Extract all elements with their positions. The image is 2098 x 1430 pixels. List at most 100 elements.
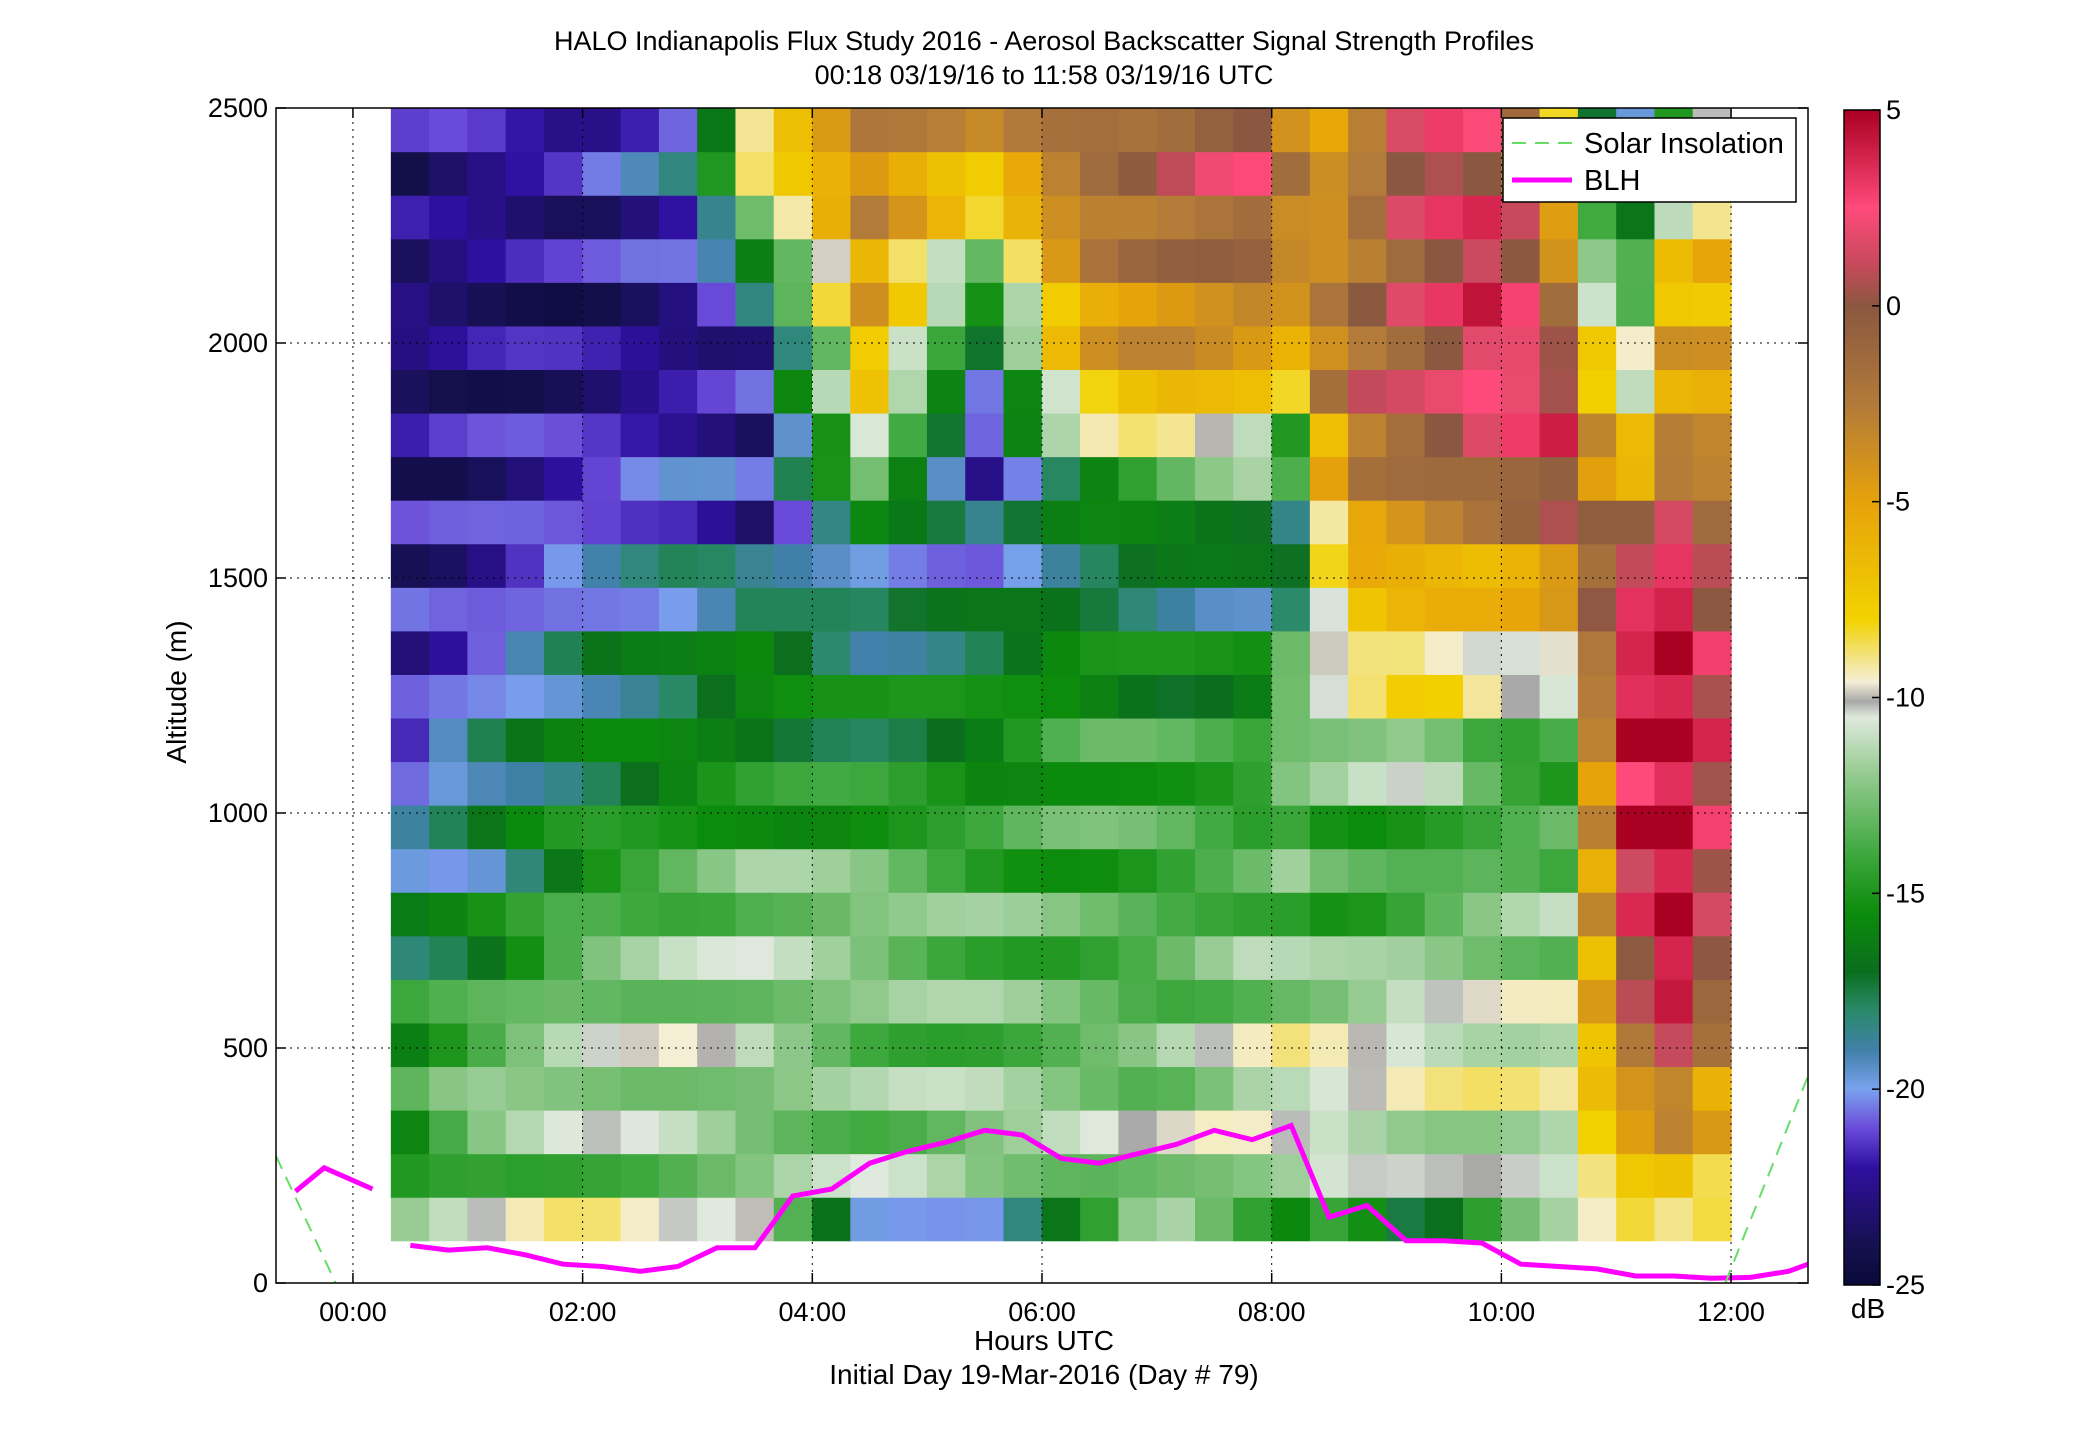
heatmap-cell [467, 674, 507, 719]
heatmap-cell [812, 108, 851, 153]
heatmap-cell [1424, 805, 1464, 850]
heatmap-cell [926, 979, 966, 1024]
heatmap-cell [1386, 195, 1426, 240]
heatmap-cell [467, 1153, 507, 1198]
heatmap-cell [1194, 1197, 1234, 1242]
heatmap-cell [1118, 761, 1158, 806]
heatmap-cell [888, 761, 928, 806]
heatmap-cell [697, 195, 737, 240]
heatmap-cell [1616, 979, 1656, 1024]
heatmap-cell [1692, 1153, 1732, 1198]
heatmap-cell [1194, 456, 1234, 501]
heatmap-cell [1156, 848, 1196, 893]
heatmap-cell [850, 195, 890, 240]
heatmap-cell [1577, 543, 1617, 588]
heatmap-cell [812, 761, 851, 806]
heatmap-cell [1233, 282, 1273, 327]
y-tick-label: 0 [253, 1268, 268, 1298]
heatmap-cell [1041, 369, 1081, 414]
heatmap-cell [658, 238, 698, 283]
heatmap-cell [735, 369, 775, 414]
heatmap-cell [1654, 761, 1694, 806]
heatmap-cell [888, 935, 928, 980]
heatmap-cell [1118, 630, 1158, 675]
heatmap-cell [1118, 195, 1158, 240]
heatmap-cell [544, 587, 583, 632]
heatmap-cell [1309, 1022, 1349, 1068]
heatmap-cell [658, 761, 698, 806]
heatmap-cell [1654, 1110, 1694, 1155]
heatmap-cell [926, 587, 966, 632]
heatmap-cell [467, 892, 507, 937]
heatmap-cell [1309, 195, 1349, 240]
heatmap-cell [965, 282, 1005, 327]
heatmap-cell [926, 195, 966, 240]
heatmap-cell [1692, 543, 1732, 588]
heatmap-cell [1194, 761, 1234, 806]
heatmap-cell [390, 805, 430, 850]
legend-blh-label: BLH [1584, 165, 1640, 197]
heatmap-cell [1309, 848, 1349, 893]
heatmap-cell [582, 848, 622, 893]
heatmap-cell [888, 500, 928, 545]
heatmap-cell [1348, 108, 1388, 153]
heatmap-cell [773, 108, 813, 153]
heatmap-cell [1080, 325, 1119, 370]
heatmap-cell [812, 195, 851, 240]
heatmap-cell [888, 717, 928, 763]
heatmap-cell [1386, 761, 1426, 806]
heatmap-cell [1233, 1066, 1273, 1111]
heatmap-cell [390, 892, 430, 937]
heatmap-cell [544, 979, 583, 1024]
heatmap-cell [582, 325, 622, 370]
heatmap-cell [926, 717, 966, 763]
heatmap-cell [1501, 630, 1541, 675]
heatmap-cell [1003, 108, 1043, 153]
series-line-solar-insolation [1724, 1075, 1809, 1284]
heatmap-cell [1194, 282, 1234, 327]
heatmap-cell [1156, 369, 1196, 414]
heatmap-cell [1233, 717, 1273, 763]
heatmap-cell [965, 151, 1005, 196]
heatmap-cell [1692, 805, 1732, 850]
heatmap-cell [812, 805, 851, 850]
heatmap-cell [1194, 325, 1234, 370]
heatmap-cell [1577, 369, 1617, 414]
heatmap-cell [1616, 456, 1656, 501]
heatmap-cell [1539, 369, 1579, 414]
heatmap-cell [1003, 500, 1043, 545]
heatmap-cell [1041, 108, 1081, 153]
heatmap-cell [544, 1022, 583, 1068]
heatmap-cell [658, 1110, 698, 1155]
heatmap-cell [505, 761, 545, 806]
heatmap-cell [773, 412, 813, 458]
heatmap-cell [850, 325, 890, 370]
heatmap-cell [1424, 238, 1464, 283]
heatmap-cell [1463, 1022, 1502, 1068]
heatmap-cell [1156, 238, 1196, 283]
heatmap-cell [1386, 543, 1426, 588]
heatmap-cell [390, 238, 430, 283]
heatmap-cell [697, 151, 737, 196]
heatmap-cell [850, 282, 890, 327]
heatmap-cell [467, 195, 507, 240]
heatmap-cell [735, 1110, 775, 1155]
heatmap-cell [1501, 1110, 1541, 1155]
heatmap-cell [505, 805, 545, 850]
heatmap-cell [850, 412, 890, 458]
heatmap-cell [926, 238, 966, 283]
heatmap-cell [1539, 674, 1579, 719]
heatmap-cell [1041, 892, 1081, 937]
heatmap-cell [505, 892, 545, 937]
heatmap-cell [505, 500, 545, 545]
heatmap-cell [658, 282, 698, 327]
heatmap-cell [1156, 979, 1196, 1024]
heatmap-cell [658, 717, 698, 763]
heatmap-cell [735, 892, 775, 937]
heatmap-cell [1194, 1022, 1234, 1068]
heatmap-cell [1080, 108, 1119, 153]
heatmap-cell [544, 195, 583, 240]
heatmap-cell [1424, 151, 1464, 196]
heatmap-cell [1501, 892, 1541, 937]
heatmap-cell [1194, 717, 1234, 763]
